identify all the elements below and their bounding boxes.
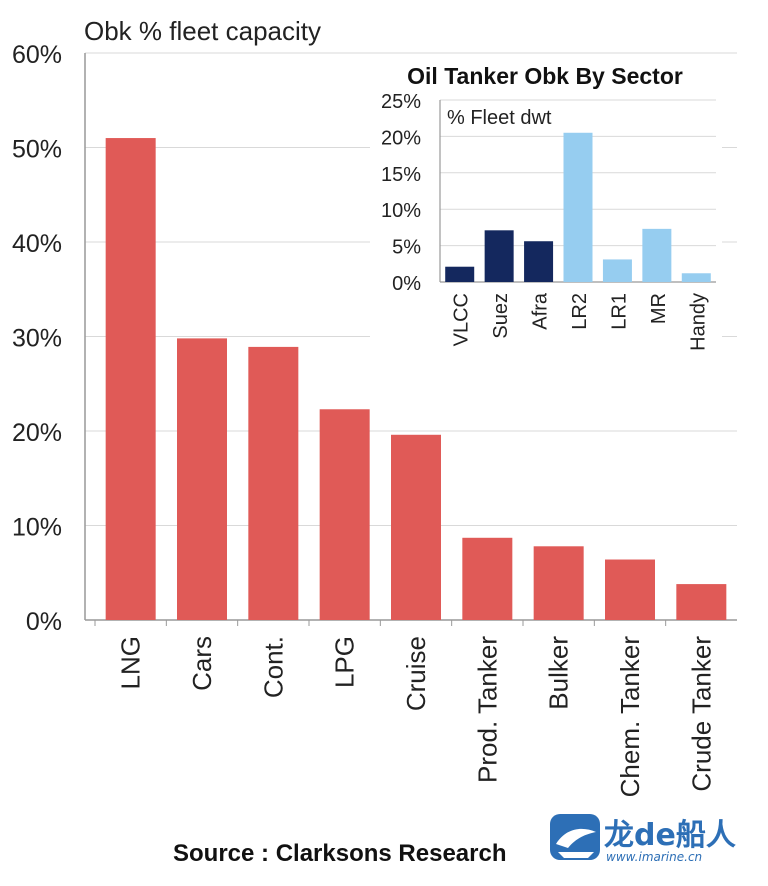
inset-x-tick-label: MR xyxy=(648,293,670,324)
inset-x-tick-label: Afra xyxy=(530,292,552,330)
main-bar-cont xyxy=(248,346,299,620)
main-bar-cruise xyxy=(391,434,441,620)
main-y-tick-label: 0% xyxy=(26,608,62,636)
main-y-tick-label: 60% xyxy=(12,41,62,69)
inset-bar-lr1 xyxy=(602,259,632,282)
main-y-tick-label: 10% xyxy=(12,514,62,542)
main-x-tick-label: Cont. xyxy=(258,636,288,698)
main-bar-prod-tanker xyxy=(462,537,513,620)
inset-background xyxy=(370,58,722,376)
inset-bar-afra xyxy=(524,241,554,282)
main-y-tick-label: 30% xyxy=(12,325,62,353)
inset-y-tick-label: 10% xyxy=(381,200,421,222)
main-bar-lpg xyxy=(319,409,370,620)
inset-y-tick-label: 5% xyxy=(392,237,421,259)
inset-x-tick-label: Suez xyxy=(490,293,512,339)
inset-x-tick-label: Handy xyxy=(687,293,709,351)
main-y-tick-label: 20% xyxy=(12,419,62,447)
main-chart-title: Obk % fleet capacity xyxy=(84,16,321,46)
inset-bar-vlcc xyxy=(445,266,475,282)
main-bar-chem-tanker xyxy=(605,559,655,620)
inset-bar-handy xyxy=(681,273,711,282)
watermark-url: www.imarine.cn xyxy=(606,850,703,864)
main-x-tick-label: Chem. Tanker xyxy=(615,636,645,798)
main-x-tick-label: Bulker xyxy=(544,636,574,710)
watermark-logo: 龙de船人 www.imarine.cn xyxy=(548,808,763,878)
main-x-tick-label: Crude Tanker xyxy=(686,636,716,792)
inset-chart-title: Oil Tanker Obk By Sector xyxy=(407,63,683,89)
inset-bar-lr2 xyxy=(563,132,593,282)
inset-bar-suez xyxy=(484,230,514,282)
main-y-tick-label: 40% xyxy=(12,230,62,258)
inset-y-label: % Fleet dwt xyxy=(447,107,552,129)
inset-y-tick-label: 20% xyxy=(381,127,421,149)
inset-y-tick-label: 0% xyxy=(392,273,421,295)
main-x-tick-label: Cars xyxy=(187,636,217,691)
source-caption: Source : Clarksons Research xyxy=(173,840,507,867)
main-x-tick-label: LPG xyxy=(330,636,360,688)
inset-y-tick-label: 25% xyxy=(381,91,421,113)
ship-logo-icon xyxy=(550,814,600,860)
main-bar-lng xyxy=(105,138,156,621)
main-x-tick-label: Cruise xyxy=(401,636,431,711)
inset-x-tick-label: VLCC xyxy=(451,293,473,346)
main-bar-cars xyxy=(177,338,227,620)
inset-x-tick-label: LR1 xyxy=(608,293,630,330)
inset-bar-mr xyxy=(642,228,672,282)
main-bar-crude-tanker xyxy=(676,584,727,620)
inset-y-tick-label: 15% xyxy=(381,164,421,186)
main-y-tick-label: 50% xyxy=(12,136,62,164)
watermark-brand: 龙de船人 xyxy=(604,818,736,853)
main-x-tick-label: Prod. Tanker xyxy=(472,636,502,783)
inset-x-tick-label: LR2 xyxy=(569,293,591,330)
main-bar-bulker xyxy=(533,546,584,620)
main-x-tick-label: LNG xyxy=(116,636,146,689)
